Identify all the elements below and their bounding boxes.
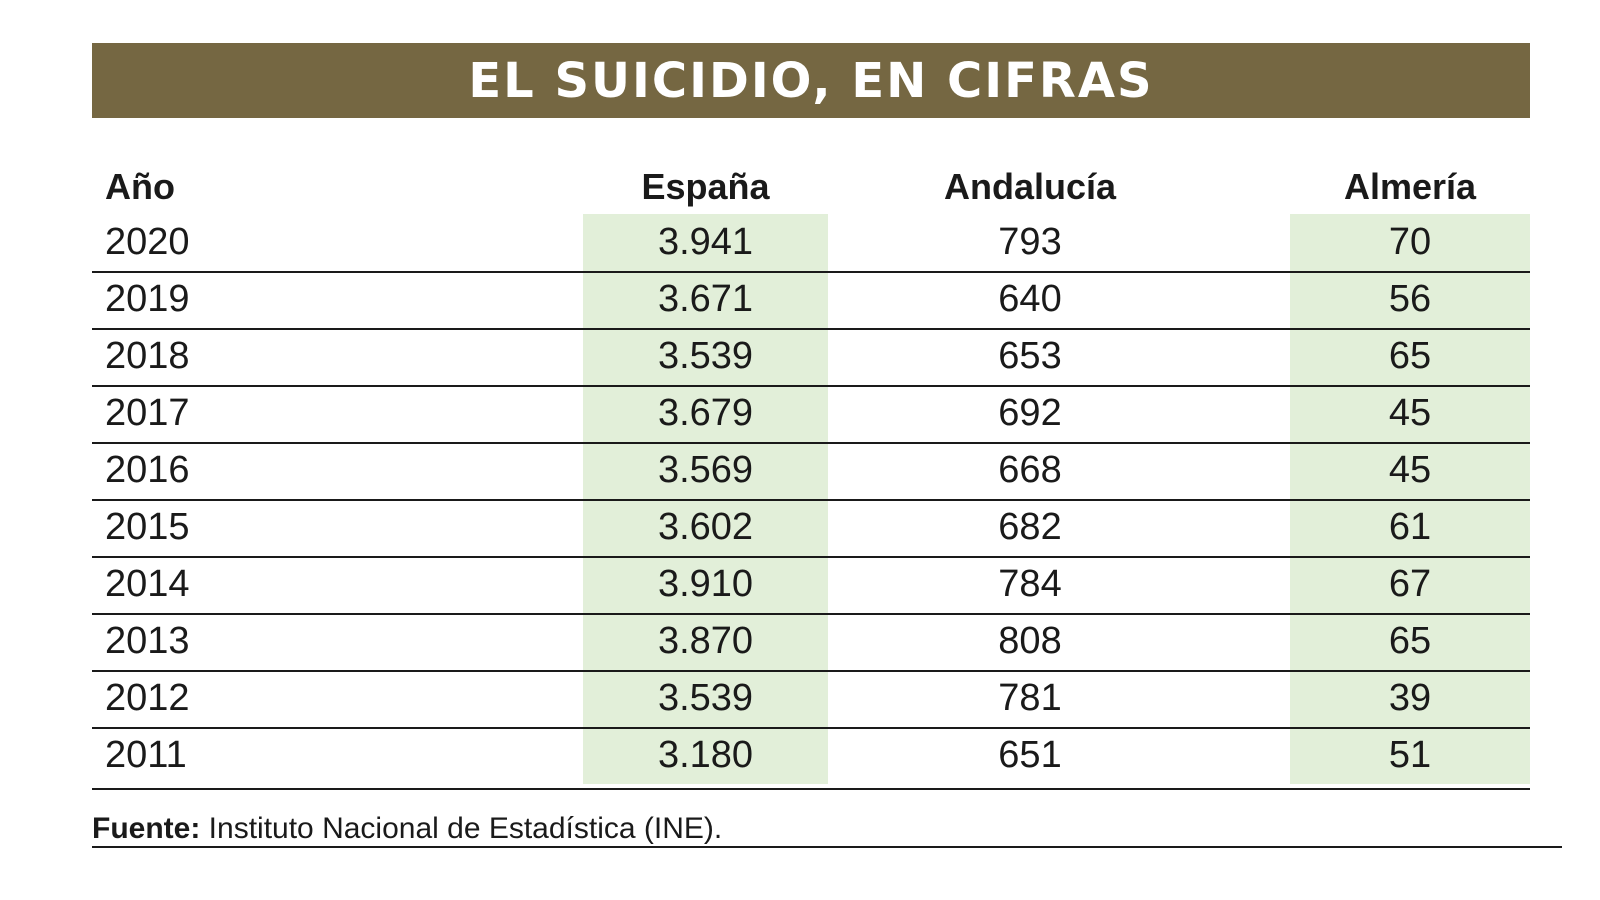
year-cell: 2020 <box>105 221 190 263</box>
value-cell: 640 <box>998 278 1062 320</box>
value-cell: 692 <box>998 392 1062 434</box>
value-cell: 3.941 <box>657 221 754 263</box>
row-rule <box>92 271 1530 273</box>
value-cell: 67 <box>1388 563 1432 605</box>
value-cell: 781 <box>998 677 1062 719</box>
value-cell: 3.910 <box>657 563 754 605</box>
value-cell: 3.569 <box>657 449 754 491</box>
value-cell: 3.602 <box>657 506 754 548</box>
value-cell: 51 <box>1388 734 1432 776</box>
value-cell: 70 <box>1388 221 1432 263</box>
value-cell: 56 <box>1388 278 1432 320</box>
row-rule <box>92 499 1530 501</box>
value-cell: 45 <box>1388 392 1432 434</box>
source-rule <box>92 846 1562 848</box>
value-cell: 3.679 <box>657 392 754 434</box>
year-cell: 2016 <box>105 449 190 491</box>
row-rule <box>92 670 1530 672</box>
source: Fuente: Instituto Nacional de Estadístic… <box>92 812 722 846</box>
value-cell: 668 <box>998 449 1062 491</box>
row-rule <box>92 727 1530 729</box>
value-cell: 682 <box>998 506 1062 548</box>
year-cell: 2011 <box>105 734 187 776</box>
year-cell: 2015 <box>105 506 190 548</box>
title-bar: EL SUICIDIO, EN CIFRAS <box>92 43 1530 118</box>
value-cell: 3.539 <box>657 335 754 377</box>
row-rule <box>92 556 1530 558</box>
column-header: Año <box>105 166 175 207</box>
value-cell: 793 <box>998 221 1062 263</box>
year-cell: 2019 <box>105 278 190 320</box>
value-cell: 784 <box>998 563 1062 605</box>
column-header: Almería <box>1343 166 1477 207</box>
value-cell: 808 <box>998 620 1062 662</box>
title: EL SUICIDIO, EN CIFRAS <box>468 52 1154 109</box>
value-cell: 3.870 <box>657 620 754 662</box>
value-cell: 3.180 <box>657 734 754 776</box>
row-rule <box>92 613 1530 615</box>
row-rule <box>92 442 1530 444</box>
year-cell: 2018 <box>105 335 190 377</box>
value-cell: 39 <box>1388 677 1432 719</box>
value-cell: 3.671 <box>657 278 754 320</box>
year-cell: 2013 <box>105 620 190 662</box>
value-cell: 65 <box>1388 620 1432 662</box>
column-header: Andalucía <box>943 166 1117 207</box>
year-cell: 2017 <box>105 392 190 434</box>
year-cell: 2012 <box>105 677 190 719</box>
row-rule <box>92 328 1530 330</box>
source-text: Instituto Nacional de Estadística (INE). <box>208 812 723 845</box>
source-label: Fuente: <box>92 812 201 845</box>
value-cell: 651 <box>998 734 1062 776</box>
value-cell: 61 <box>1388 506 1432 548</box>
value-cell: 45 <box>1388 449 1432 491</box>
row-rule <box>92 788 1530 790</box>
column-header: España <box>641 166 770 207</box>
year-cell: 2014 <box>105 563 190 605</box>
row-rule <box>92 385 1530 387</box>
value-cell: 653 <box>998 335 1062 377</box>
value-cell: 3.539 <box>657 677 754 719</box>
value-cell: 65 <box>1388 335 1432 377</box>
